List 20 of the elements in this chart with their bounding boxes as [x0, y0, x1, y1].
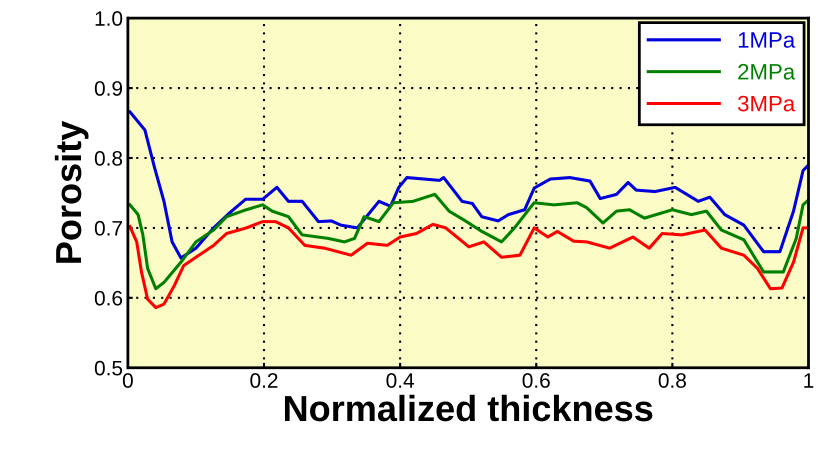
y-tick-label: 0.9	[94, 81, 122, 96]
y-tick-label: 1.0	[96, 11, 122, 26]
x-tick-label: 0.6	[522, 373, 550, 388]
legend-label: 1MPa	[738, 32, 796, 48]
line-series	[128, 110, 808, 260]
line-series	[128, 192, 808, 290]
x-tick-label: 0.4	[386, 373, 414, 388]
x-axis-title: Normalized thickness	[284, 394, 652, 422]
x-tick-label: 0.2	[250, 373, 278, 388]
legend-label: 3MPa	[738, 96, 796, 112]
y-tick-label: 0.6	[94, 290, 122, 306]
y-tick-label: 0.8	[94, 150, 122, 166]
line-series	[128, 220, 808, 310]
y-tick-label: 0.5	[94, 360, 122, 376]
x-tick-label: 0.8	[658, 373, 686, 388]
x-tick-label: 1	[804, 373, 814, 388]
y-tick-label: 0.7	[94, 220, 122, 236]
x-tick-label: 0	[122, 373, 133, 388]
y-axis-title: Porosity	[54, 120, 88, 263]
legend-label: 2MPa	[738, 64, 796, 80]
